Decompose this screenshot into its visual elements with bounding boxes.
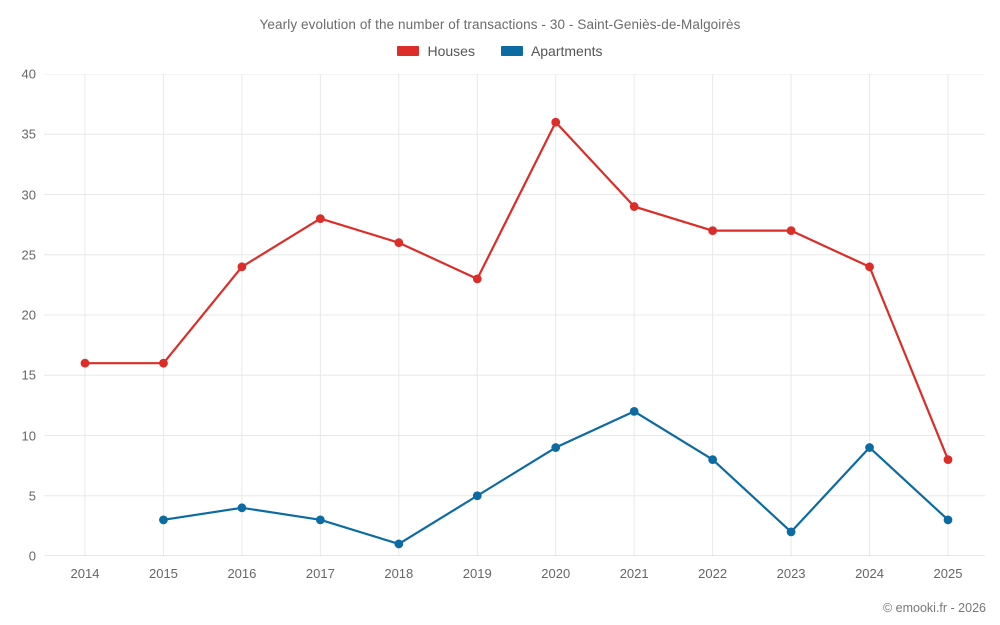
- x-tick-label: 2017: [305, 566, 335, 581]
- data-point-apartments-2025[interactable]: [943, 515, 953, 525]
- x-tick-label: 2016: [227, 566, 257, 581]
- series-lines: [83, 121, 950, 546]
- data-point-houses-2019[interactable]: [472, 274, 482, 284]
- x-tick-label: 2015: [148, 566, 178, 581]
- data-point-apartments-2017[interactable]: [315, 515, 325, 525]
- data-point-houses-2023[interactable]: [786, 226, 796, 236]
- chart-legend: Houses Apartments: [0, 44, 1000, 58]
- y-tick-label: 40: [21, 66, 36, 82]
- data-point-houses-2015[interactable]: [159, 358, 168, 368]
- data-point-houses-2016[interactable]: [237, 262, 247, 272]
- chart-title: Yearly evolution of the number of transa…: [259, 17, 741, 32]
- y-tick-label: 20: [21, 307, 36, 323]
- data-point-houses-2018[interactable]: [394, 238, 404, 248]
- data-point-apartments-2019[interactable]: [472, 491, 482, 501]
- x-tick-label: 2020: [541, 566, 571, 581]
- data-point-houses-2021[interactable]: [629, 202, 639, 211]
- y-tick-label: 0: [28, 548, 36, 564]
- x-tick-label: 2024: [855, 566, 884, 581]
- x-tick-label: 2014: [70, 566, 100, 581]
- legend-swatch-apartments: [500, 46, 523, 56]
- x-tick-label: 2021: [619, 566, 649, 581]
- legend-item-houses[interactable]: Houses: [397, 43, 475, 59]
- data-point-apartments-2023[interactable]: [786, 527, 796, 537]
- data-point-houses-2024[interactable]: [865, 262, 874, 272]
- series-line-houses: [83, 121, 950, 461]
- x-tick-label: 2023: [776, 566, 806, 581]
- data-point-apartments-2015[interactable]: [159, 515, 168, 525]
- copyright-credit: © emooki.fr - 2026: [882, 601, 986, 615]
- data-point-apartments-2021[interactable]: [629, 407, 639, 416]
- series-markers: [80, 117, 953, 549]
- y-tick-label: 10: [21, 428, 36, 443]
- legend-swatch-houses: [397, 46, 420, 56]
- x-tick-label: 2019: [462, 566, 492, 581]
- data-point-apartments-2018[interactable]: [394, 539, 404, 549]
- x-tick-label: 2022: [698, 566, 728, 581]
- y-tick-label: 30: [21, 187, 36, 202]
- data-point-houses-2025[interactable]: [943, 455, 953, 464]
- grid-lines: [44, 74, 985, 556]
- data-point-apartments-2016[interactable]: [237, 503, 247, 513]
- y-tick-label: 5: [28, 488, 36, 504]
- legend-label-apartments: Apartments: [530, 43, 603, 59]
- legend-label-houses: Houses: [427, 43, 475, 59]
- data-point-apartments-2024[interactable]: [865, 443, 874, 452]
- data-point-apartments-2022[interactable]: [708, 455, 718, 464]
- data-point-houses-2020[interactable]: [551, 117, 561, 127]
- data-point-houses-2014[interactable]: [80, 358, 90, 368]
- plot-area: [44, 74, 985, 556]
- x-tick-label: 2018: [384, 566, 414, 581]
- x-tick-label: 2025: [933, 566, 963, 581]
- data-point-apartments-2020[interactable]: [551, 443, 561, 452]
- data-point-houses-2017[interactable]: [315, 214, 325, 224]
- legend-item-apartments[interactable]: Apartments: [500, 43, 603, 59]
- y-tick-label: 25: [21, 247, 36, 263]
- plot-svg: [44, 74, 985, 556]
- y-tick-label: 35: [21, 126, 36, 142]
- data-point-houses-2022[interactable]: [708, 226, 718, 236]
- y-tick-label: 15: [21, 367, 36, 383]
